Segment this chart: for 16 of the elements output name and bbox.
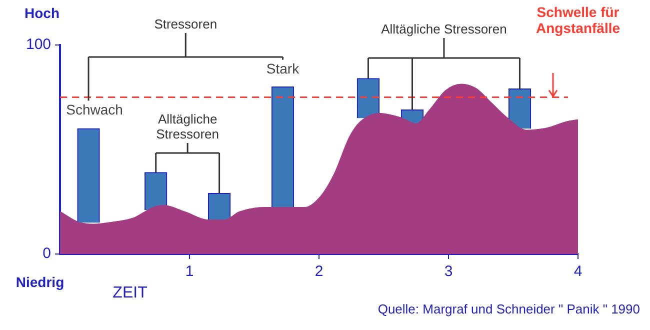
annotation: Schwach [66,101,123,118]
y-tick-label: 0 [42,245,52,262]
x-tick-label: 1 [185,263,194,280]
ref-line-label: Schwelle für Angstanfälle [536,4,620,36]
text: Stressoren [154,16,218,32]
text: Hoch [24,4,60,21]
x-axis-title: ZEIT [112,284,148,302]
source-note: Quelle: Margraf und Schneider " Panik " 1990 [378,302,640,317]
x-tick-label: 4 [574,263,582,280]
annotation: Stark [266,60,300,77]
x-tick-label: 3 [444,263,453,280]
text: Alltägliche Stressoren [381,22,507,37]
x-tick-label: 2 [314,263,324,280]
annotation: Alltägliche Stressoren [156,112,220,142]
y-tick-label: 100 [26,36,52,54]
text: Niedrig [16,274,64,290]
